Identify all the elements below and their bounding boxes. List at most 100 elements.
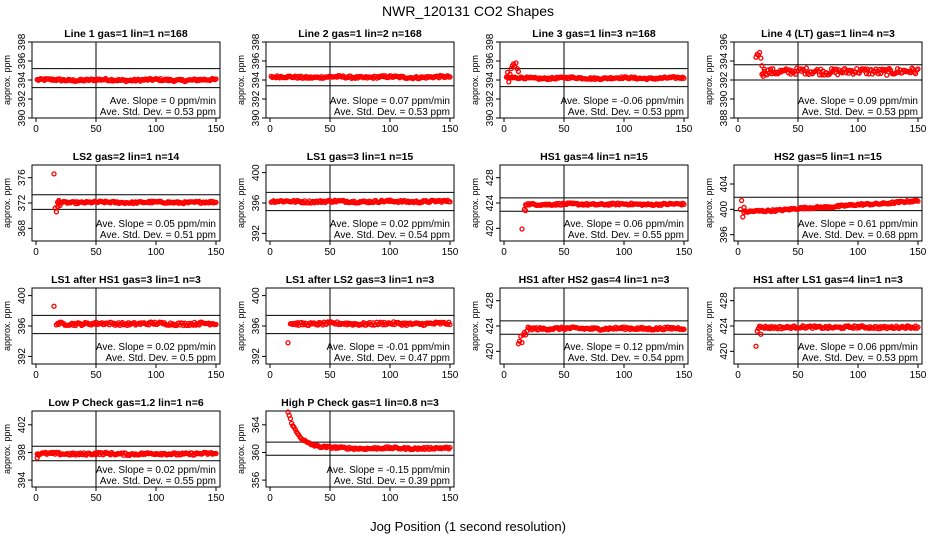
x-tick-label: 0 bbox=[501, 370, 507, 381]
y-tick-label: 394 bbox=[251, 71, 262, 88]
stddev-annotation: Ave. Std. Dev. = 0.68 ppm bbox=[802, 230, 918, 241]
x-tick-label: 0 bbox=[501, 124, 507, 135]
y-tick-label: 392 bbox=[719, 71, 730, 88]
data-points bbox=[285, 319, 453, 346]
panel-8: HS2 gas=5 lin=1 n=15 0 50 100 150 396 400 404 ap… bbox=[704, 151, 927, 258]
data-point bbox=[915, 66, 921, 72]
data-point bbox=[213, 450, 219, 457]
y-tick-label: 400 bbox=[719, 201, 730, 218]
x-tick-label: 150 bbox=[910, 247, 927, 258]
data-point bbox=[738, 197, 745, 204]
data-point bbox=[292, 426, 298, 432]
data-point bbox=[754, 328, 760, 334]
slope-annotation: Ave. Slope = 0.02 ppm/min bbox=[330, 219, 450, 230]
data-point bbox=[753, 343, 759, 349]
y-axis-label: approx. ppm bbox=[2, 178, 12, 228]
data-point bbox=[213, 321, 219, 328]
x-tick-label: 50 bbox=[558, 124, 570, 135]
x-tick-label: 100 bbox=[616, 247, 633, 258]
y-axis-label: approx. ppm bbox=[2, 301, 12, 351]
data-point bbox=[759, 63, 765, 69]
slope-annotation: Ave. Slope = -0.01 ppm/min bbox=[327, 342, 451, 353]
y-tick-label: 428 bbox=[485, 292, 496, 309]
stddev-annotation: Ave. Std. Dev. = 0.51 ppm bbox=[100, 230, 216, 241]
y-axis-label: approx. ppm bbox=[704, 55, 714, 105]
y-tick-label: 392 bbox=[251, 225, 262, 242]
data-point bbox=[447, 321, 453, 328]
panel-title: HS1 after HS2 gas=4 lin=1 n=3 bbox=[519, 274, 670, 286]
y-axis-label: approx. ppm bbox=[236, 178, 246, 228]
y-tick-label: 396 bbox=[17, 52, 28, 69]
x-tick-label: 100 bbox=[850, 370, 867, 381]
stddev-annotation: Ave. Std. Dev. = 0.54 ppm bbox=[334, 230, 450, 241]
data-point bbox=[522, 207, 529, 214]
panel-title: Line 1 gas=1 lin=1 n=168 bbox=[64, 28, 188, 40]
data-points bbox=[753, 323, 921, 349]
x-tick-label: 100 bbox=[616, 370, 633, 381]
panel-13: Low P Check gas=1.2 lin=1 n=6 0 50 100 150 39… bbox=[2, 397, 225, 504]
y-axis-label: approx. ppm bbox=[236, 301, 246, 351]
y-tick-label: 396 bbox=[719, 226, 730, 243]
y-tick-label: 392 bbox=[17, 90, 28, 107]
y-tick-label: 420 bbox=[719, 343, 730, 360]
y-tick-label: 372 bbox=[17, 194, 28, 211]
y-tick-label: 356 bbox=[251, 471, 262, 488]
y-tick-label: 392 bbox=[485, 90, 496, 107]
x-tick-label: 100 bbox=[382, 493, 399, 504]
panel-title: LS1 gas=3 lin=1 n=15 bbox=[307, 151, 414, 163]
slope-annotation: Ave. Slope = 0.02 ppm/min bbox=[96, 342, 216, 353]
x-tick-label: 50 bbox=[324, 370, 336, 381]
y-tick-label: 396 bbox=[251, 194, 262, 211]
data-points bbox=[753, 49, 921, 79]
panel-title: HS1 gas=4 lin=1 n=15 bbox=[540, 151, 648, 163]
x-tick-label: 0 bbox=[267, 247, 273, 258]
slope-annotation: Ave. Slope = 0.12 ppm/min bbox=[564, 342, 684, 353]
data-point bbox=[767, 66, 774, 72]
x-tick-label: 150 bbox=[910, 370, 927, 381]
panel-4: Line 4 (LT) gas=1 lin=4 n=3 0 50 100 150 388 3… bbox=[704, 28, 927, 135]
panel-title: LS1 after HS1 gas=3 lin=1 n=3 bbox=[51, 274, 201, 286]
plot-frame bbox=[265, 410, 455, 488]
data-point bbox=[519, 226, 525, 232]
stddev-annotation: Ave. Std. Dev. = 0.53 ppm bbox=[802, 353, 918, 364]
slope-annotation: Ave. Slope = 0.06 ppm/min bbox=[798, 342, 918, 353]
x-tick-label: 150 bbox=[442, 124, 459, 135]
figure-x-label: Jog Position (1 second resolution) bbox=[370, 519, 566, 534]
x-tick-label: 0 bbox=[33, 370, 39, 381]
y-tick-label: 396 bbox=[251, 317, 262, 334]
data-points bbox=[503, 60, 687, 85]
data-point bbox=[288, 420, 295, 426]
x-tick-label: 150 bbox=[208, 124, 225, 135]
y-tick-label: 368 bbox=[17, 220, 28, 237]
y-tick-label: 388 bbox=[719, 109, 730, 126]
y-axis-label: approx. ppm bbox=[2, 55, 12, 105]
x-tick-label: 0 bbox=[501, 247, 507, 258]
x-tick-label: 50 bbox=[324, 493, 336, 504]
data-point bbox=[520, 332, 526, 338]
stddev-annotation: Ave. Std. Dev. = 0.5 ppm bbox=[105, 353, 216, 364]
y-tick-label: 424 bbox=[485, 317, 496, 334]
y-axis-label: approx. ppm bbox=[236, 55, 246, 105]
x-tick-label: 50 bbox=[90, 493, 102, 504]
data-point bbox=[803, 65, 810, 71]
y-tick-label: 394 bbox=[719, 52, 730, 69]
x-tick-label: 100 bbox=[148, 124, 165, 135]
x-tick-label: 150 bbox=[676, 247, 693, 258]
y-tick-label: 394 bbox=[17, 471, 28, 488]
y-tick-label: 420 bbox=[485, 220, 496, 237]
x-tick-label: 100 bbox=[616, 124, 633, 135]
data-points bbox=[285, 409, 453, 453]
data-point bbox=[681, 326, 687, 332]
x-tick-label: 100 bbox=[382, 370, 399, 381]
x-tick-label: 100 bbox=[382, 247, 399, 258]
y-tick-label: 428 bbox=[719, 292, 730, 309]
x-tick-label: 0 bbox=[735, 124, 741, 135]
stddev-annotation: Ave. Std. Dev. = 0.53 ppm bbox=[568, 107, 684, 118]
y-tick-label: 398 bbox=[17, 444, 28, 461]
data-point bbox=[884, 72, 890, 78]
y-axis-label: approx. ppm bbox=[2, 424, 12, 474]
plot-frame bbox=[31, 410, 221, 488]
data-point bbox=[287, 415, 294, 422]
data-point bbox=[681, 201, 687, 208]
